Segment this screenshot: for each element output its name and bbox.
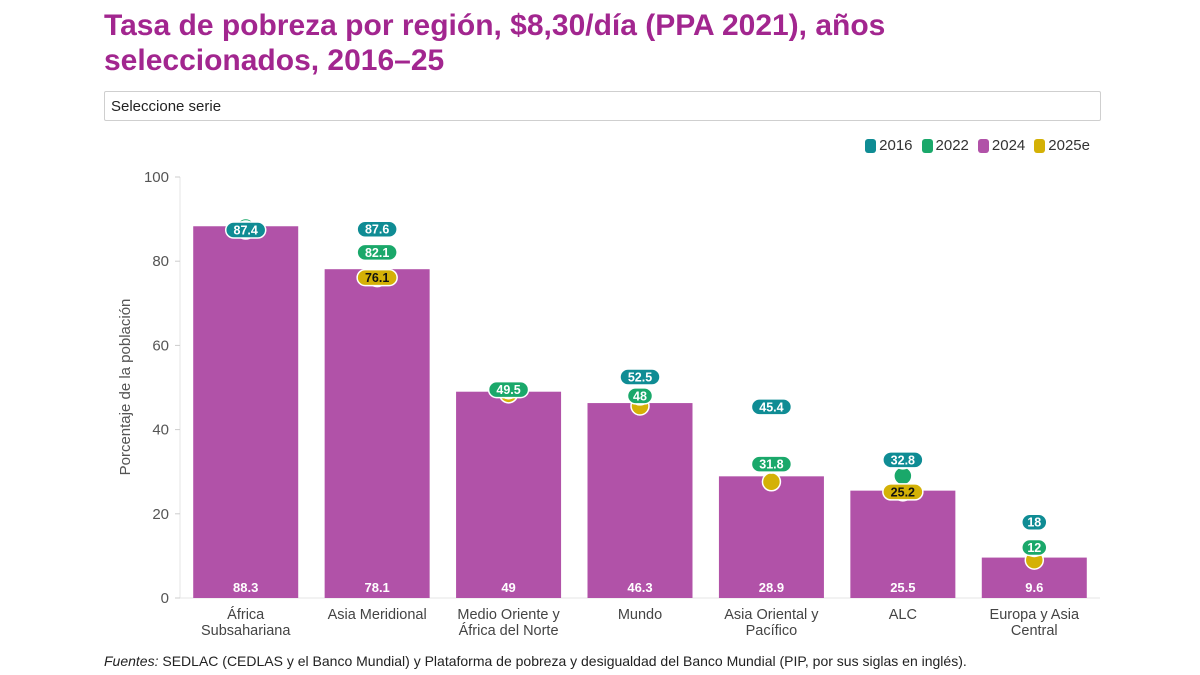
- y-tick-label: 40: [152, 422, 169, 439]
- y-tick-label: 100: [144, 169, 169, 186]
- point-label-2022: 49.5: [496, 383, 520, 397]
- legend-swatch-2022: [921, 138, 933, 153]
- point-label-2022: 82.1: [365, 246, 389, 260]
- bar-value-label: 78.1: [364, 580, 389, 595]
- point-label-bg-2016: [1021, 513, 1048, 531]
- series-select[interactable]: Seleccione serie: [104, 91, 1101, 121]
- x-tick-label: África del Norte: [459, 622, 559, 639]
- x-tick-label: Asia Oriental y: [724, 607, 819, 623]
- bar-value-label: 88.3: [233, 580, 258, 595]
- bar-2024: [718, 476, 824, 598]
- bar-value-label: 49: [501, 580, 515, 595]
- y-tick-label: 60: [152, 337, 169, 354]
- point-label-bg-2022: [487, 380, 530, 399]
- point-label-2016: 52.5: [628, 370, 652, 384]
- legend-item-2022[interactable]: 2022: [921, 137, 969, 154]
- point-label-2016: 87.6: [365, 223, 389, 237]
- legend-swatch-2016: [865, 138, 877, 153]
- point-label-2022: 12: [1027, 541, 1041, 555]
- point-label-bg-2016: [356, 220, 398, 238]
- x-tick-label: África: [227, 606, 265, 623]
- source-label: Fuentes:: [104, 653, 159, 669]
- x-tick-label: Mundo: [618, 607, 662, 623]
- point-label-bg-2025e: [882, 483, 924, 501]
- legend: 2016 2022 2024 2025e: [865, 137, 1090, 154]
- bar-value-label: 9.6: [1025, 580, 1043, 595]
- bar-value-label: 28.9: [759, 580, 784, 595]
- point-label-2022: 31.8: [759, 458, 783, 472]
- x-tick-label: Central: [1011, 623, 1058, 639]
- point-label-bg-2022: [750, 455, 793, 473]
- point-label-bg-2022: [1021, 538, 1048, 557]
- y-axis-title: Porcentaje de la población: [117, 299, 134, 476]
- legend-label-2016: 2016: [879, 137, 913, 154]
- bar-2024: [850, 490, 956, 598]
- legend-label-2024: 2024: [991, 137, 1026, 154]
- point-label-bg-2025e: [356, 268, 398, 287]
- point-label-2016: 87.4: [234, 224, 258, 238]
- y-tick-label: 80: [152, 253, 169, 270]
- point-label-bg-2016: [882, 451, 924, 469]
- source-text: SEDLAC (CEDLAS y el Banco Mundial) y Pla…: [158, 653, 967, 669]
- legend-label-2025e: 2025e: [1048, 137, 1090, 154]
- point-2025e: [761, 472, 782, 492]
- point-label-bg-2022: [626, 387, 654, 405]
- point-label-2016: 32.8: [891, 453, 915, 467]
- x-tick-label: Europa y Asia: [990, 607, 1080, 623]
- bar-2024: [587, 403, 693, 598]
- bar-2024: [324, 269, 430, 598]
- x-tick-label: Medio Oriente y: [457, 607, 560, 623]
- legend-swatch-2025e: [1034, 138, 1046, 153]
- chart-title: Tasa de pobreza por región, $8,30/día (P…: [104, 9, 886, 77]
- y-tick-label: 0: [161, 590, 169, 607]
- point-label-2016: 18: [1027, 516, 1041, 530]
- point-label-2022: 48: [633, 389, 647, 403]
- x-tick-label: Pacífico: [746, 623, 798, 639]
- bar-2024: [193, 226, 299, 598]
- legend-swatch-2024: [977, 138, 989, 153]
- x-tick-label: ALC: [889, 607, 917, 623]
- point-label-bg-2016: [224, 221, 267, 239]
- legend-item-2024[interactable]: 2024: [977, 137, 1026, 154]
- x-tick-label: Asia Meridional: [328, 607, 427, 623]
- bar-2024: [456, 391, 562, 598]
- point-label-2025e: 25.2: [891, 485, 915, 499]
- bar-value-label: 25.5: [890, 580, 915, 595]
- legend-label-2022: 2022: [935, 137, 969, 154]
- point-label-2025e: 76.1: [365, 271, 389, 285]
- y-tick-label: 20: [152, 506, 169, 523]
- legend-item-2025e[interactable]: 2025e: [1034, 137, 1090, 154]
- point-label-2016: 45.4: [759, 400, 783, 414]
- x-tick-label: Subsahariana: [201, 623, 291, 639]
- source-note: Fuentes: SEDLAC (CEDLAS y el Banco Mundi…: [104, 653, 967, 669]
- point-label-bg-2022: [356, 243, 398, 262]
- legend-item-2016[interactable]: 2016: [865, 137, 913, 154]
- point-label-bg-2016: [750, 398, 793, 416]
- bar-value-label: 46.3: [627, 580, 652, 595]
- point-label-bg-2016: [619, 368, 661, 386]
